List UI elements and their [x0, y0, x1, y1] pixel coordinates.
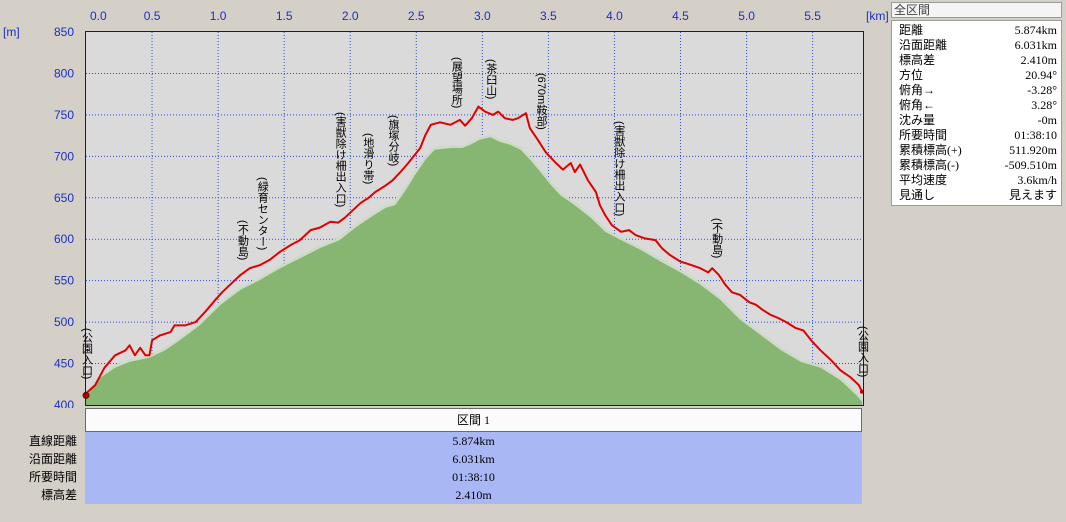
- y-tick-label: 550: [54, 274, 74, 288]
- y-tick-label: 500: [54, 315, 74, 329]
- summary-rows: 距離 5.874km 沿面距離 6.031km 標高差 2.410m 方位 20.94° 俯角→…: [891, 20, 1062, 206]
- segment-row: 所要時間 01:38:10: [0, 468, 866, 486]
- summary-row-label: 見通し: [899, 188, 936, 202]
- summary-row-value: 3.28°: [1031, 98, 1057, 112]
- x-tick-label: 3.0: [474, 9, 491, 23]
- summary-row-label: 沈み量: [899, 113, 936, 127]
- summary-row-label: 距離: [899, 23, 924, 37]
- summary-row-label: 俯角←: [899, 98, 936, 112]
- x-tick-label: 1.0: [210, 9, 227, 23]
- segment-row-value: 6.031km: [85, 450, 862, 468]
- summary-row: 沈み量 -0m: [892, 113, 1061, 128]
- route-elevation-line: [85, 105, 863, 395]
- terrain-layer: [84, 134, 864, 406]
- summary-row: 距離 5.874km: [892, 23, 1061, 38]
- y-tick-label: 450: [54, 357, 74, 371]
- segment-row-value: 01:38:10: [85, 468, 862, 486]
- summary-row: 累積標高(-) -509.510m: [892, 158, 1061, 173]
- segment-header: 区間 1: [85, 408, 862, 432]
- y-tick-label: 600: [54, 232, 74, 246]
- segment-row: 沿面距離 6.031km: [0, 450, 866, 468]
- summary-row: 沿面距離 6.031km: [892, 38, 1061, 53]
- y-tick-label: 800: [54, 66, 74, 80]
- x-tick-label: 2.5: [408, 9, 425, 23]
- summary-row-value: 3.6km/h: [1017, 173, 1057, 187]
- x-tick-label: 1.5: [276, 9, 293, 23]
- terrain-area: [86, 137, 862, 406]
- plot-frame: [85, 31, 864, 406]
- summary-header: 全区間: [891, 2, 1062, 18]
- y-tick-label: 400: [54, 398, 74, 408]
- segment-row: 標高差 2.410m: [0, 486, 866, 504]
- summary-row: 方位 20.94°: [892, 68, 1061, 83]
- summary-row-value: 511.920m: [1009, 143, 1057, 157]
- segment-row-label: 所要時間: [28, 470, 77, 484]
- summary-row: 見通し 見えます: [892, 188, 1061, 203]
- x-tick-label: 5.0: [738, 9, 755, 23]
- summary-row-label: 累積標高(+): [899, 143, 962, 157]
- summary-row-value: -0m: [1037, 113, 1057, 127]
- summary-row-value: -3.28°: [1027, 83, 1057, 97]
- y-tick-label: 650: [54, 191, 74, 205]
- x-tick-label: 4.5: [672, 9, 689, 23]
- segment-row: 直線距離 5.874km: [0, 432, 866, 450]
- segment-row-value: 5.874km: [85, 432, 862, 450]
- x-tick-label: 0.5: [144, 9, 161, 23]
- summary-row: 標高差 2.410m: [892, 53, 1061, 68]
- summary-row-label: 方位: [899, 68, 924, 82]
- summary-row-value: 20.94°: [1025, 68, 1057, 82]
- segment-row-value: 2.410m: [85, 486, 862, 504]
- y-tick-label: 850: [54, 25, 74, 39]
- segment-row-label: 直線距離: [28, 434, 77, 448]
- y-axis-unit: [m]: [3, 25, 20, 39]
- summary-row-value: 01:38:10: [1014, 128, 1057, 142]
- summary-row-label: 累積標高(-): [899, 158, 959, 172]
- summary-row-label: 平均速度: [899, 173, 948, 187]
- summary-row: 平均速度 3.6km/h: [892, 173, 1061, 188]
- x-tick-label: 2.0: [342, 9, 359, 23]
- summary-panel: 全区間 距離 5.874km 沿面距離 6.031km 標高差 2.410m 方位 20.94…: [891, 2, 1062, 206]
- summary-row-label: 標高差: [899, 53, 936, 67]
- summary-row-value: 見えます: [1008, 188, 1057, 202]
- summary-row: 累積標高(+) 511.920m: [892, 143, 1061, 158]
- x-tick-label: 4.0: [606, 9, 623, 23]
- segment-rows: 直線距離 5.874km 沿面距離 6.031km 所要時間 01:38:10 標高差 2.4…: [0, 432, 866, 504]
- segment-row-label: 沿面距離: [28, 452, 77, 466]
- summary-row-value: 5.874km: [1014, 23, 1057, 37]
- summary-row: 俯角← 3.28°: [892, 98, 1061, 113]
- summary-row-label: 所要時間: [899, 128, 948, 142]
- x-axis-unit: [km]: [866, 9, 889, 23]
- summary-row: 所要時間 01:38:10: [892, 128, 1061, 143]
- y-tick-label: 750: [54, 108, 74, 122]
- axis-tick-labels: 0.0 0.5 1.0 1.5 2.0 2.5 3.0 3.5 4.0 4.5 5.0 5.5 850 8…: [54, 9, 821, 408]
- y-tick-label: 700: [54, 149, 74, 163]
- summary-row: 俯角→ -3.28°: [892, 83, 1061, 98]
- summary-row-value: 6.031km: [1014, 38, 1057, 52]
- x-tick-label: 3.5: [540, 9, 557, 23]
- summary-row-value: -509.510m: [1004, 158, 1057, 172]
- elevation-profile-chart: 0.0 0.5 1.0 1.5 2.0 2.5 3.0 3.5 4.0 4.5 5.0 5.5 850 8…: [3, 9, 889, 408]
- summary-row-label: 俯角→: [899, 83, 936, 97]
- segment-row-label: 標高差: [40, 488, 77, 502]
- x-tick-label: 0.0: [90, 9, 107, 23]
- x-tick-label: 5.5: [804, 9, 821, 23]
- summary-row-label: 沿面距離: [899, 38, 948, 52]
- summary-row-value: 2.410m: [1020, 53, 1057, 67]
